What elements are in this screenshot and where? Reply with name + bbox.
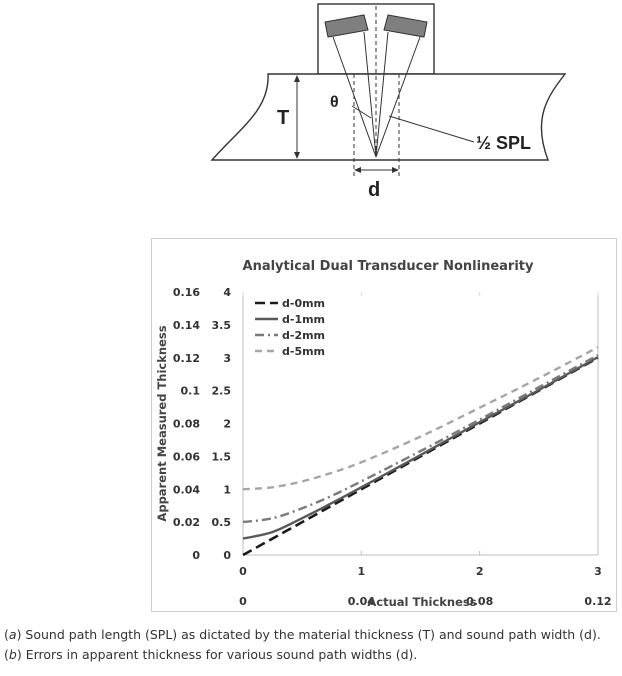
transducer-diagram: T θ ½ SPL d — [210, 3, 567, 201]
right-beam-outer — [375, 36, 421, 158]
caption-b-label: b — [8, 647, 17, 662]
y-tick-label-secondary: 0.06 — [173, 450, 200, 463]
x-tick-label-secondary: 0.04 — [348, 595, 375, 608]
y-tick-label-primary: 0 — [223, 549, 231, 562]
d-arrow-right — [392, 167, 399, 173]
y-tick-label-secondary: 0.1 — [181, 385, 201, 398]
caption-b-text: Errors in apparent thickness for various… — [21, 647, 418, 662]
y-tick-label-secondary: 0.16 — [173, 286, 200, 299]
y-tick-label-primary: 1 — [223, 483, 231, 496]
d-arrow-left — [354, 167, 361, 173]
caption-a-label: a — [8, 627, 17, 642]
chart-title: Analytical Dual Transducer Nonlinearity — [243, 259, 534, 274]
y-tick-label-secondary: 0.02 — [173, 516, 200, 529]
theta-leader — [351, 105, 372, 119]
x-tick-label-primary: 3 — [594, 565, 602, 578]
left-crystal — [324, 14, 369, 38]
legend-label-d-5mm: d-5mm — [282, 345, 325, 358]
x-tick-label-primary: 2 — [476, 565, 484, 578]
caption-b: (b) Errors in apparent thickness for var… — [4, 647, 418, 662]
y-tick-label-secondary: 0.14 — [173, 319, 200, 332]
y-tick-label-secondary: 0 — [192, 549, 200, 562]
width-label: d — [368, 179, 380, 201]
right-crystal — [383, 14, 428, 38]
legend-label-d-1mm: d-1mm — [282, 313, 325, 326]
nonlinearity-chart: Analytical Dual Transducer Nonlinearity … — [155, 259, 612, 609]
right-beam-inner — [375, 31, 389, 158]
chart-series — [242, 346, 599, 557]
x-tick-label-secondary: 0.08 — [466, 595, 493, 608]
y-axis-title: Apparent Measured Thickness — [155, 325, 169, 521]
x-tick-label-secondary: 0 — [239, 595, 247, 608]
left-beam-inner — [363, 31, 377, 158]
legend-label-d-0mm: d-0mm — [282, 297, 325, 310]
thickness-label: T — [277, 107, 289, 129]
series-line-d-5mm — [242, 346, 599, 491]
series-line-d-2mm — [242, 354, 599, 524]
y-tick-label-secondary: 0.04 — [173, 483, 200, 496]
x-tick-label-primary: 0 — [239, 565, 247, 578]
y-tick-label-primary: 0.5 — [212, 516, 232, 529]
y-tick-label-primary: 1.5 — [212, 450, 232, 463]
spl-leader — [388, 115, 475, 143]
x-axis-title: Actual Thickness — [367, 595, 476, 609]
theta-label: θ — [330, 94, 339, 111]
caption-a-text: Sound path length (SPL) as dictated by t… — [21, 627, 601, 642]
y-tick-label-primary: 3 — [223, 352, 231, 365]
y-tick-label-primary: 2.5 — [212, 385, 232, 398]
y-tick-label-primary: 3.5 — [212, 319, 232, 332]
chart-axes: 000.50.0210.041.50.0620.082.50.130.123.5… — [173, 286, 612, 608]
legend-label-d-2mm: d-2mm — [282, 329, 325, 342]
x-tick-label-primary: 1 — [358, 565, 366, 578]
t-arrow-top — [294, 75, 300, 82]
y-tick-label-secondary: 0.08 — [173, 418, 200, 431]
material-plate — [210, 73, 567, 161]
chart-legend: d-0mm d-1mm d-2mm d-5mm — [255, 297, 325, 358]
caption-a: (a) Sound path length (SPL) as dictated … — [4, 627, 601, 642]
series-line-d-1mm — [242, 356, 599, 540]
t-arrow-bottom — [294, 152, 300, 159]
y-tick-label-primary: 4 — [223, 286, 231, 299]
x-tick-label-secondary: 0.12 — [584, 595, 611, 608]
y-tick-label-secondary: 0.12 — [173, 352, 200, 365]
y-tick-label-primary: 2 — [223, 418, 231, 431]
half-spl-label: ½ SPL — [476, 133, 531, 153]
chart-frame: Analytical Dual Transducer Nonlinearity … — [151, 238, 617, 612]
